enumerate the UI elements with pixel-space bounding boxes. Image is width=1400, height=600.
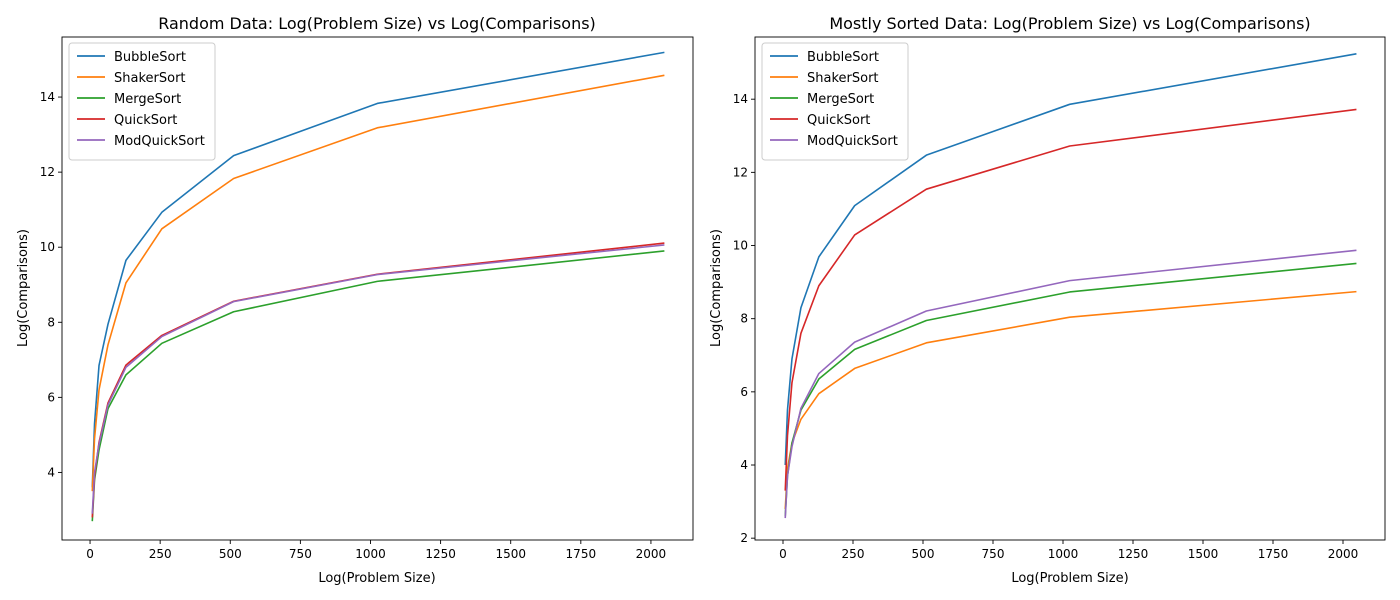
- series-line-modquicksort: [91, 244, 665, 514]
- y-axis-label: Log(Comparisons): [16, 229, 31, 347]
- legend-label: ModQuickSort: [114, 134, 205, 149]
- x-tick-label: 750: [982, 547, 1005, 561]
- y-tick-label: 6: [47, 390, 55, 404]
- x-tick-label: 0: [779, 547, 787, 561]
- y-tick-label: 12: [40, 165, 55, 179]
- chart-title: Random Data: Log(Problem Size) vs Log(Co…: [158, 14, 596, 33]
- legend-box: [761, 42, 909, 161]
- y-tick-label: 14: [733, 92, 748, 106]
- x-tick-label: 0: [86, 547, 94, 561]
- y-tick-label: 12: [733, 165, 748, 179]
- series-line-bubblesort: [784, 53, 1357, 466]
- y-tick-label: 6: [740, 385, 748, 399]
- x-axis-label: Log(Problem Size): [1011, 571, 1128, 586]
- x-tick-label: 500: [912, 547, 935, 561]
- legend-label: ModQuickSort: [807, 134, 898, 149]
- y-tick-label: 8: [47, 315, 55, 329]
- legend-label: BubbleSort: [807, 50, 879, 65]
- axes-frame: [754, 36, 1386, 541]
- legend-label: QuickSort: [807, 113, 870, 128]
- legend-label: ShakerSort: [807, 71, 879, 86]
- y-tick-label: 10: [733, 239, 748, 253]
- legend-label: ShakerSort: [114, 71, 186, 86]
- y-axis-label: Log(Comparisons): [709, 229, 724, 347]
- legend-label: BubbleSort: [114, 50, 186, 65]
- series-line-quicksort: [784, 108, 1357, 491]
- legend-label: MergeSort: [807, 92, 874, 107]
- chart-mostly-sorted-data: Mostly Sorted Data: Log(Problem Size) vs…: [709, 14, 1386, 586]
- x-tick-label: 2000: [636, 547, 667, 561]
- x-tick-label: 1750: [566, 547, 597, 561]
- series-line-shakersort: [91, 74, 665, 492]
- legend: BubbleSort ShakerSort MergeSort QuickSort Mo…: [761, 42, 909, 161]
- x-axis-label: Log(Problem Size): [318, 571, 435, 586]
- x-tick-label: 1250: [1118, 547, 1149, 561]
- legend-label: QuickSort: [114, 113, 177, 128]
- x-tick-label: 1000: [1048, 547, 1079, 561]
- series-line-modquicksort: [784, 249, 1357, 519]
- legend: BubbleSort ShakerSort MergeSort QuickSort Mo…: [68, 42, 216, 161]
- x-tick-label: 750: [289, 547, 312, 561]
- legend-label: MergeSort: [114, 92, 181, 107]
- x-tick-label: 1250: [425, 547, 456, 561]
- chart-title: Mostly Sorted Data: Log(Problem Size) vs…: [829, 14, 1310, 33]
- x-tick-label: 1000: [355, 547, 386, 561]
- axes-frame: [61, 36, 694, 541]
- x-tick-label: 1750: [1258, 547, 1289, 561]
- y-tick-label: 14: [40, 90, 55, 104]
- x-tick-label: 1500: [495, 547, 526, 561]
- y-tick-label: 10: [40, 240, 55, 254]
- series-line-bubblesort: [91, 51, 665, 488]
- x-tick-label: 500: [219, 547, 242, 561]
- series-line-mergesort: [784, 262, 1357, 517]
- x-tick-label: 250: [842, 547, 865, 561]
- chart-random-data: Random Data: Log(Problem Size) vs Log(Co…: [16, 14, 694, 586]
- series-line-quicksort: [91, 242, 665, 518]
- y-tick-label: 2: [740, 531, 748, 545]
- x-tick-label: 2000: [1328, 547, 1359, 561]
- x-tick-label: 250: [149, 547, 172, 561]
- plot-area: 0 250 500 750 1000 1250 1500 1750 2000 2 4 6 8 10 12 14: [733, 53, 1359, 561]
- series-line-mergesort: [91, 250, 665, 522]
- y-tick-label: 8: [740, 312, 748, 326]
- plot-area: 0 250 500 750 1000 1250 1500 1750 2000 4 6 8 10 12 14: [40, 51, 667, 561]
- series-line-shakersort: [784, 290, 1357, 509]
- legend-box: [68, 42, 216, 161]
- x-tick-label: 1500: [1188, 547, 1219, 561]
- y-tick-label: 4: [47, 465, 55, 479]
- y-tick-label: 4: [740, 458, 748, 472]
